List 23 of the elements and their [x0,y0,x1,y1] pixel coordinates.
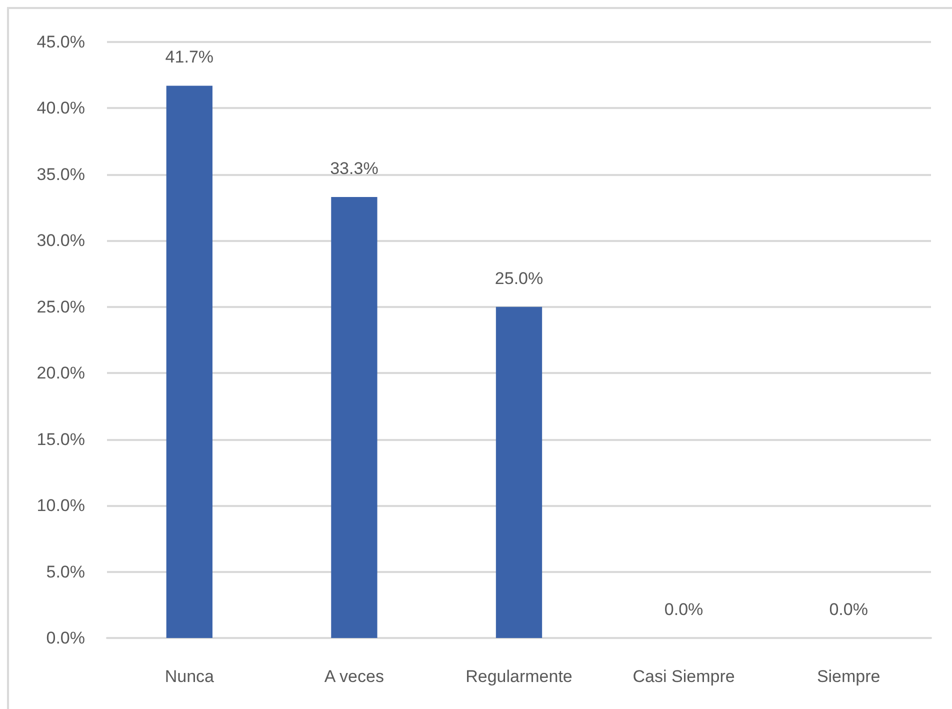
x-tick-label: Nunca [164,667,215,686]
y-tick-label: 45.0% [36,32,85,52]
y-tick-label: 25.0% [36,297,85,316]
data-label: 41.7% [165,48,214,67]
x-tick-label: Casi Siempre [632,667,735,686]
data-label: 33.3% [330,158,378,178]
y-tick-label: 35.0% [36,164,85,184]
y-tick-label: 15.0% [36,430,85,449]
x-tick-label: Regularmente [466,667,572,686]
y-tick-label: 20.0% [36,364,85,383]
bar [166,86,212,638]
data-label: 25.0% [494,268,544,288]
y-tick-label: 30.0% [36,231,85,250]
bar [331,196,378,638]
data-label: 0.0% [664,600,704,619]
y-tick-label: 40.0% [36,98,85,118]
y-tick-label: 10.0% [36,496,85,516]
bar [496,306,542,638]
data-label: 0.0% [829,600,868,619]
y-tick-label: 5.0% [46,562,85,582]
y-tick-label: 0.0% [46,628,85,648]
x-tick-label: Siempre [816,667,880,686]
x-tick-label: A veces [324,667,384,686]
